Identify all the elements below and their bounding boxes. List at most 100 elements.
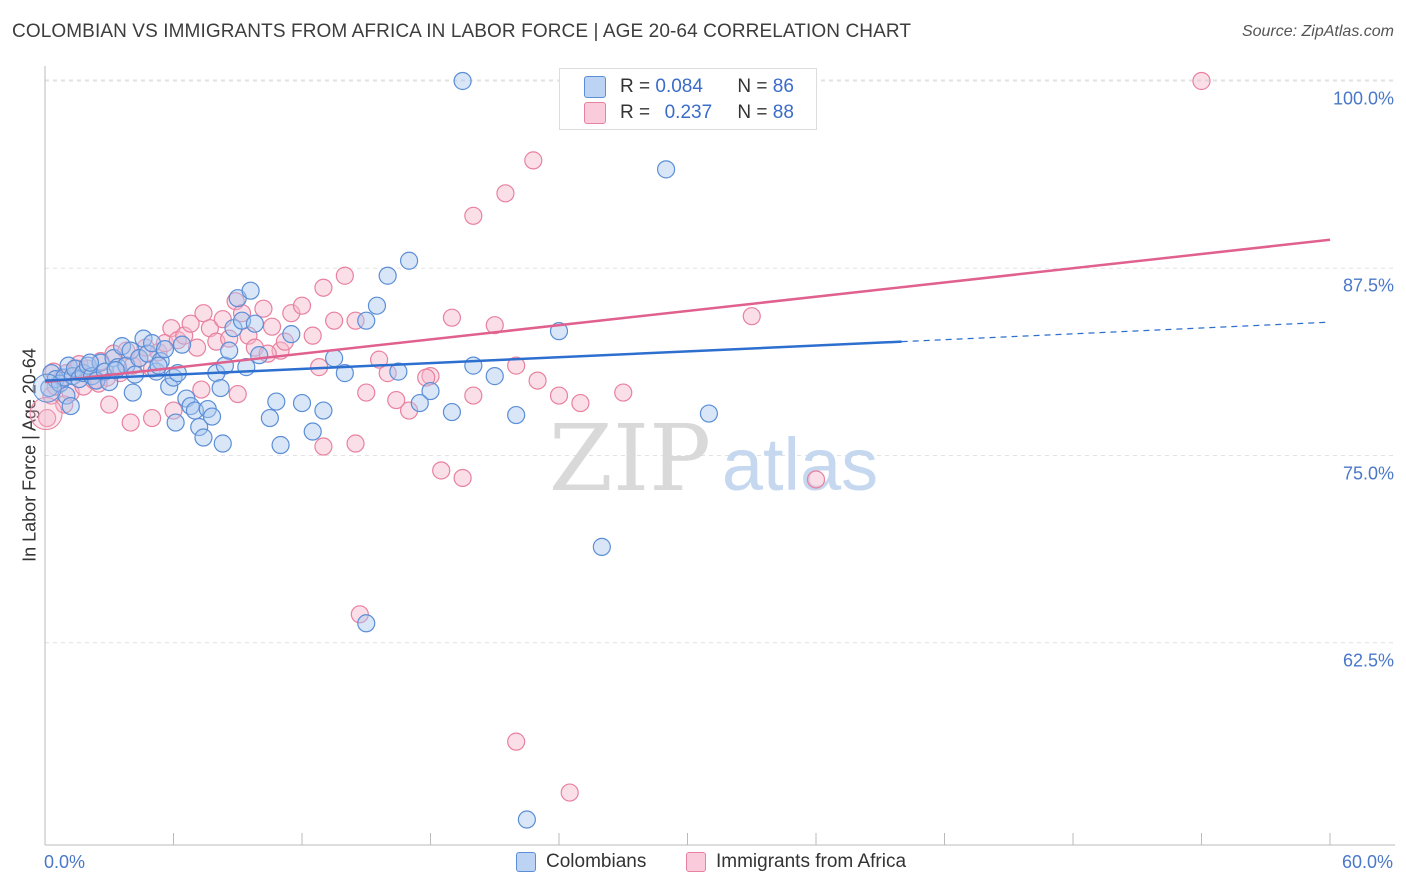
data-point	[194, 304, 213, 323]
data-point	[367, 296, 387, 315]
data-point	[149, 356, 168, 375]
data-point	[325, 349, 344, 368]
data-point	[485, 367, 504, 386]
data-point	[507, 356, 526, 375]
data-point	[134, 329, 153, 348]
y-tick-label: 75.0%	[1342, 463, 1394, 483]
chart-title: COLOMBIAN VS IMMIGRANTS FROM AFRICA IN L…	[12, 21, 912, 42]
x-tick-max: 60.0%	[1341, 852, 1393, 872]
data-point	[549, 322, 569, 341]
data-point	[387, 390, 406, 410]
correlation-legend: R = 0.084 N = 86 R = 0.237 N = 88	[559, 68, 817, 130]
data-point	[464, 206, 483, 225]
data-point	[187, 338, 207, 357]
data-point	[38, 408, 57, 428]
data-point	[314, 437, 333, 456]
data-point	[378, 266, 397, 285]
data-point	[228, 384, 247, 404]
data-point	[245, 314, 264, 333]
data-point	[241, 281, 260, 300]
data-point	[303, 326, 322, 345]
data-point	[123, 383, 142, 402]
data-point	[314, 401, 333, 420]
data-point	[262, 317, 282, 336]
data-point	[192, 380, 211, 399]
data-point	[275, 332, 294, 351]
data-point	[202, 407, 222, 426]
blue-swatch	[584, 76, 606, 98]
data-point	[267, 392, 286, 411]
data-point	[166, 413, 185, 432]
data-point	[507, 405, 526, 425]
data-point	[250, 346, 269, 365]
data-point	[142, 408, 162, 428]
data-point	[350, 605, 369, 624]
data-point	[549, 386, 569, 405]
data-point	[357, 383, 376, 402]
data-point	[125, 365, 145, 384]
data-point	[29, 397, 63, 431]
data-point	[442, 402, 462, 422]
data-point	[160, 377, 179, 396]
data-point	[432, 461, 451, 480]
n-label: N =	[737, 102, 768, 123]
legend-label: Immigrants from Africa	[716, 851, 907, 872]
data-point	[282, 325, 301, 344]
data-point	[421, 381, 440, 401]
data-point	[260, 408, 279, 428]
r-label: R =	[620, 102, 651, 123]
data-point	[453, 468, 472, 488]
y-tick-label: 100.0%	[1332, 88, 1394, 109]
data-point	[1192, 71, 1211, 91]
x-tick-min: 0.0%	[44, 852, 86, 872]
data-point	[282, 304, 301, 323]
blue-swatch	[516, 852, 536, 872]
watermark-zip: ZIP	[549, 405, 711, 512]
data-point	[507, 732, 526, 751]
trend-line-colombians	[44, 340, 902, 382]
data-point	[742, 307, 761, 326]
data-point	[303, 422, 322, 441]
data-point	[399, 401, 419, 420]
data-point	[100, 395, 119, 414]
data-point	[292, 393, 312, 413]
data-point	[130, 349, 149, 368]
data-point	[335, 364, 354, 383]
data-point	[57, 386, 76, 405]
source-label: Source: ZipAtlas.com	[1241, 23, 1394, 40]
n-value: 88	[772, 102, 794, 123]
data-point	[699, 404, 719, 423]
data-point	[485, 316, 504, 335]
data-point	[806, 470, 826, 489]
data-point	[213, 434, 232, 453]
data-point	[592, 537, 611, 556]
data-point	[181, 314, 200, 333]
data-point	[220, 341, 239, 360]
data-point	[194, 428, 213, 447]
trend-line-colombians-extension	[901, 321, 1331, 343]
data-point	[80, 353, 100, 372]
data-point	[172, 335, 192, 354]
data-point	[232, 304, 252, 323]
data-point	[121, 413, 140, 432]
r-value: 0.084	[655, 76, 703, 97]
data-point	[357, 614, 376, 633]
data-point	[370, 350, 389, 369]
r-label: R =	[620, 76, 651, 97]
data-point	[528, 371, 547, 390]
data-point	[254, 299, 273, 318]
data-point	[32, 373, 62, 403]
data-point	[442, 308, 462, 327]
axes	[44, 66, 1395, 846]
data-point	[325, 311, 344, 330]
data-point	[211, 378, 230, 398]
y-tick-label: 87.5%	[1342, 275, 1394, 296]
data-point	[656, 160, 676, 179]
data-point	[389, 362, 408, 381]
data-point	[155, 340, 175, 359]
data-point	[410, 393, 429, 413]
pink-swatch	[584, 102, 606, 124]
trend-lines	[44, 238, 1331, 384]
legend-label: Colombians	[546, 851, 647, 872]
